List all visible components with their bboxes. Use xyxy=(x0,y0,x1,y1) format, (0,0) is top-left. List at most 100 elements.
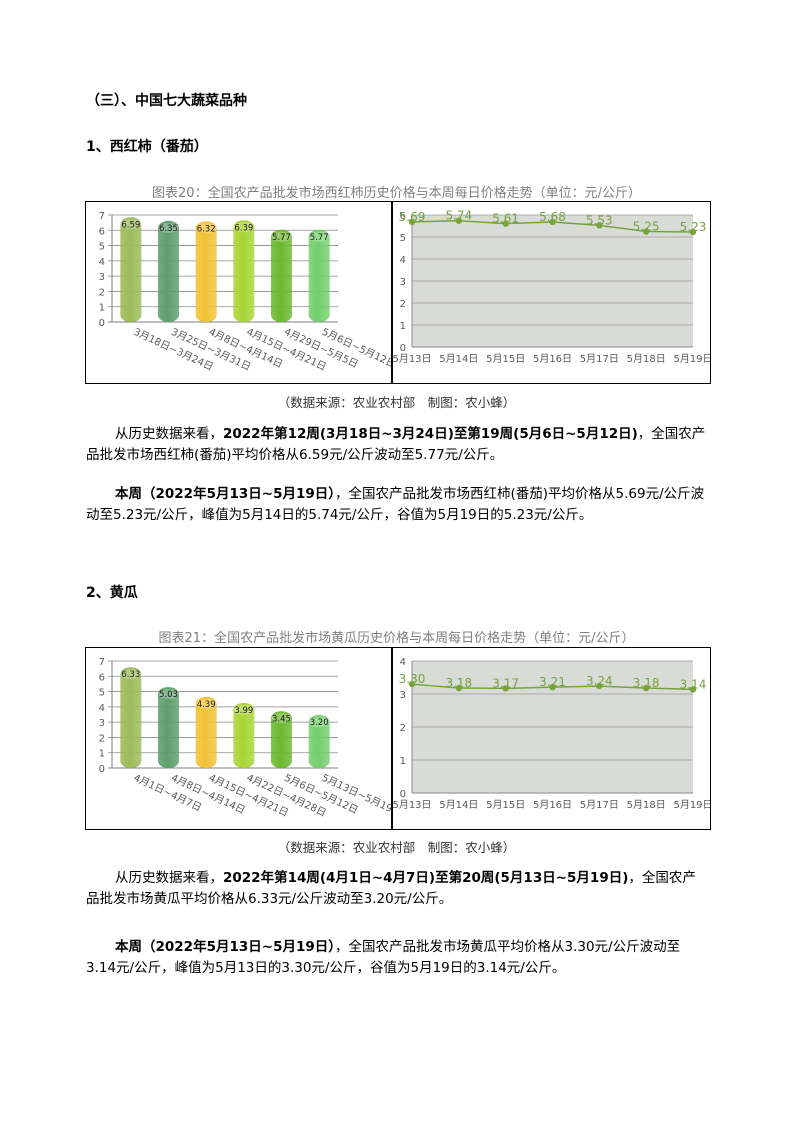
y-tick-label: 0 xyxy=(99,318,105,329)
data-label: 6.59 xyxy=(121,220,140,230)
data-point xyxy=(455,217,463,224)
data-point xyxy=(596,682,603,690)
tomato-chart-caption: 图表20：全国农产品批发市场西红柿历史价格与本周每日价格走势（单位：元/公斤） xyxy=(152,186,641,201)
y-tick-label: 7 xyxy=(99,657,105,668)
data-label: 6.32 xyxy=(197,224,216,234)
data-point xyxy=(549,218,556,226)
data-label: 5.68 xyxy=(539,210,566,224)
bar xyxy=(158,220,179,322)
y-tick-label: 2 xyxy=(400,299,406,310)
data-label: 5.23 xyxy=(680,220,707,234)
y-tick-label: 4 xyxy=(99,703,105,714)
bar-cap xyxy=(121,669,141,680)
y-tick-label: 3 xyxy=(400,277,406,288)
data-point xyxy=(549,683,556,691)
y-tick-label: 2 xyxy=(99,733,105,744)
y-tick-label: 2 xyxy=(99,287,105,298)
y-tick-label: 6 xyxy=(99,672,105,683)
x-tick-label: 5月16日 xyxy=(533,353,572,365)
x-tick-label: 5月16日 xyxy=(533,799,572,811)
tomato-week-period: 本周（2022年5月13日~5月19日） xyxy=(115,486,335,502)
bar xyxy=(271,229,292,322)
bar xyxy=(195,696,217,768)
tomato-history-period: 2022年第12周(3月18日~3月24日)至第19周(5月6日~5月12日) xyxy=(223,426,638,442)
data-label: 5.61 xyxy=(492,212,519,226)
bar xyxy=(233,220,255,322)
data-label: 5.25 xyxy=(633,220,660,234)
y-tick-label: 1 xyxy=(400,756,406,767)
bar xyxy=(308,229,330,322)
chart-divider xyxy=(391,202,393,383)
bar xyxy=(120,667,142,768)
data-label: 3.17 xyxy=(492,676,519,690)
y-tick-label: 1 xyxy=(400,321,406,332)
cucumber-history-lead: 从历史数据来看， xyxy=(115,870,223,886)
data-point xyxy=(642,228,650,235)
y-tick-label: 6 xyxy=(99,226,105,237)
tomato-week-summary: ，全国农产品批发市场西红柿(番茄)平均价格从5.69元/公斤波动至5.23元/公… xyxy=(86,486,705,523)
x-tick-label: 5月19日 xyxy=(673,799,710,811)
y-tick-label: 1 xyxy=(99,749,105,760)
x-tick-label: 5月13日 xyxy=(393,799,432,811)
data-label: 3.18 xyxy=(445,676,472,690)
x-tick-label: 5月19日 xyxy=(673,353,710,365)
y-tick-label: 3 xyxy=(99,718,105,729)
cucumber-source-note: （数据来源：农业农村部 制图：农小蜂） xyxy=(277,840,516,855)
cucumber-weekly-bar-chart: 012345676.334月1日~4月7日5.034月8日~4月14日4.394… xyxy=(99,657,391,819)
data-label: 6.35 xyxy=(159,224,178,234)
data-label: 5.77 xyxy=(272,233,291,243)
cucumber-week-summary: ，全国农产品批发市场黄瓜平均价格从3.30元/公斤波动至3.14元/公斤，峰值为… xyxy=(86,939,681,976)
y-tick-label: 3 xyxy=(99,272,105,283)
cucumber-week-period: 本周（2022年5月13日~5月19日） xyxy=(115,939,335,955)
x-tick-label: 5月17日 xyxy=(580,353,619,365)
y-tick-label: 4 xyxy=(99,257,105,268)
tomato-history-paragraph: 从历史数据来看，2022年第12周(3月18日~3月24日)至第19周(5月6日… xyxy=(86,424,708,466)
data-label: 6.39 xyxy=(234,223,253,233)
cucumber-daily-line-chart: 0 1 2 3 4 3.30 5月13日 3.18 5月14日 3.17 5月15日 3.21 5月16… xyxy=(393,657,710,811)
bar xyxy=(271,711,292,768)
tomato-history-summary: ，全国农产品批发市场西红柿(番茄)平均价格从6.59元/公斤波动至5.77元/公… xyxy=(86,426,706,463)
data-point xyxy=(455,684,463,692)
tomato-source-note: （数据来源：农业农村部 制图：农小蜂） xyxy=(277,395,516,410)
data-point xyxy=(642,684,650,692)
bar-cap xyxy=(309,231,329,242)
bar-cap xyxy=(234,705,254,716)
bar-cap xyxy=(121,219,141,230)
data-label: 5.77 xyxy=(310,233,329,243)
data-label: 3.18 xyxy=(633,676,660,690)
x-tick-label: 5月14日 xyxy=(439,799,478,811)
cucumber-week-paragraph: 本周（2022年5月13日~5月19日），全国农产品批发市场黄瓜平均价格从3.3… xyxy=(86,937,708,979)
bar-cap xyxy=(272,713,291,724)
bar-cap xyxy=(309,717,329,728)
bar-cap xyxy=(159,222,178,233)
x-tick-label: 5月13日 xyxy=(393,353,432,365)
data-point xyxy=(502,220,509,227)
y-tick-label: 6 xyxy=(400,211,406,222)
bar xyxy=(195,221,217,322)
cucumber-chart-frame: 0 1 2 3 4 5 6 7 6.33 4月1日~4月7日 5.03 4月8日~4月14日 4.39 4… xyxy=(85,647,711,830)
bar xyxy=(233,703,255,768)
bar-cap xyxy=(196,698,216,709)
x-tick-label: 5月15日 xyxy=(486,353,525,365)
cucumber-history-paragraph: 从历史数据来看，2022年第14周(4月1日~4月7日)至第20周(5月13日~… xyxy=(86,868,708,910)
x-tick-label: 5月15日 xyxy=(486,799,525,811)
bar xyxy=(308,715,330,768)
x-tick-label: 5月18日 xyxy=(627,799,666,811)
data-point xyxy=(408,218,416,226)
bar xyxy=(120,217,142,322)
data-label: 3.21 xyxy=(539,675,566,689)
y-tick-label: 0 xyxy=(400,343,406,354)
tomato-history-lead: 从历史数据来看， xyxy=(115,426,223,442)
cucumber-history-summary: ，全国农产品批发市场黄瓜平均价格从6.33元/公斤波动至3.20元/公斤。 xyxy=(86,870,696,907)
y-tick-label: 4 xyxy=(400,657,406,668)
bar-cap xyxy=(234,222,254,233)
data-label: 3.24 xyxy=(586,674,613,688)
data-label: 5.69 xyxy=(399,210,426,224)
y-tick-label: 0 xyxy=(400,789,406,800)
data-point xyxy=(596,222,603,229)
section-heading: （三）、中国七大蔬菜品种 xyxy=(86,93,247,109)
tomato-heading: 1、西红柿（番茄） xyxy=(86,139,208,155)
data-label: 3.45 xyxy=(272,714,291,724)
data-label: 5.74 xyxy=(445,209,472,223)
y-tick-label: 4 xyxy=(400,255,406,266)
